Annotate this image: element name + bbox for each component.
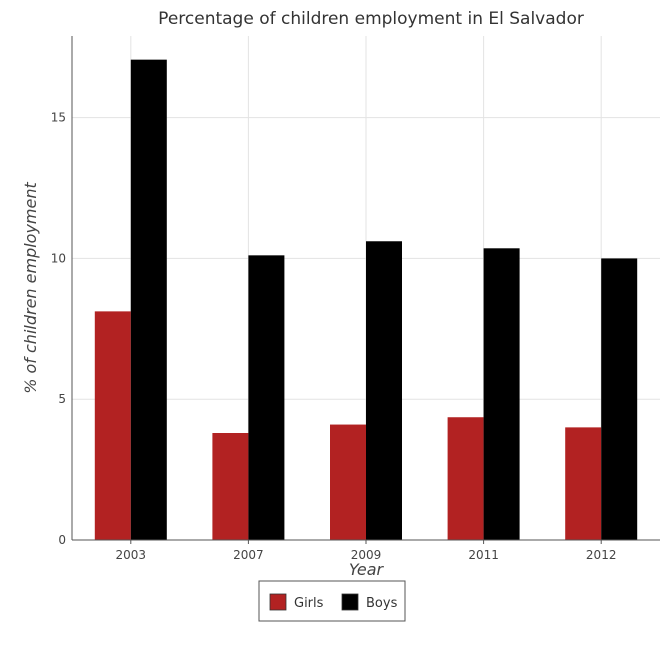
- bar-boys-2007: [248, 255, 285, 540]
- legend-label-boys: Boys: [366, 596, 398, 611]
- bar-boys-2003: [130, 59, 167, 540]
- bar-girls-2009: [330, 424, 366, 540]
- x-tick-label: 2009: [351, 548, 382, 562]
- bar-girls-2003: [94, 311, 131, 540]
- x-tick-label: 2007: [233, 548, 264, 562]
- bar-boys-2011: [483, 248, 520, 540]
- bar-boys-2012: [601, 258, 638, 540]
- y-tick-label: 0: [58, 533, 66, 547]
- x-tick-label: 2012: [586, 548, 617, 562]
- y-tick-label: 15: [51, 111, 66, 125]
- legend-swatch-boys: [341, 593, 359, 611]
- x-tick-label: 2003: [116, 548, 147, 562]
- x-axis-title: Year: [349, 560, 385, 579]
- legend: Girls Boys: [258, 580, 406, 622]
- bar-girls-2011: [447, 417, 484, 540]
- bar-boys-2009: [366, 241, 402, 541]
- legend-label-girls: Girls: [294, 596, 324, 611]
- tick-labels: 0 5 10 15 2003 2007 2009 2011 2012: [51, 111, 617, 562]
- y-tick-label: 10: [51, 251, 66, 265]
- legend-swatch-girls: [269, 593, 287, 611]
- x-tick-label: 2011: [468, 548, 499, 562]
- chart-title: Percentage of children employment in El …: [158, 9, 584, 29]
- y-tick-label: 5: [58, 392, 66, 406]
- bars: [94, 59, 638, 541]
- y-axis-title: % of children employment: [21, 181, 40, 393]
- bar-girls-2012: [565, 427, 602, 540]
- bar-girls-2007: [212, 433, 249, 540]
